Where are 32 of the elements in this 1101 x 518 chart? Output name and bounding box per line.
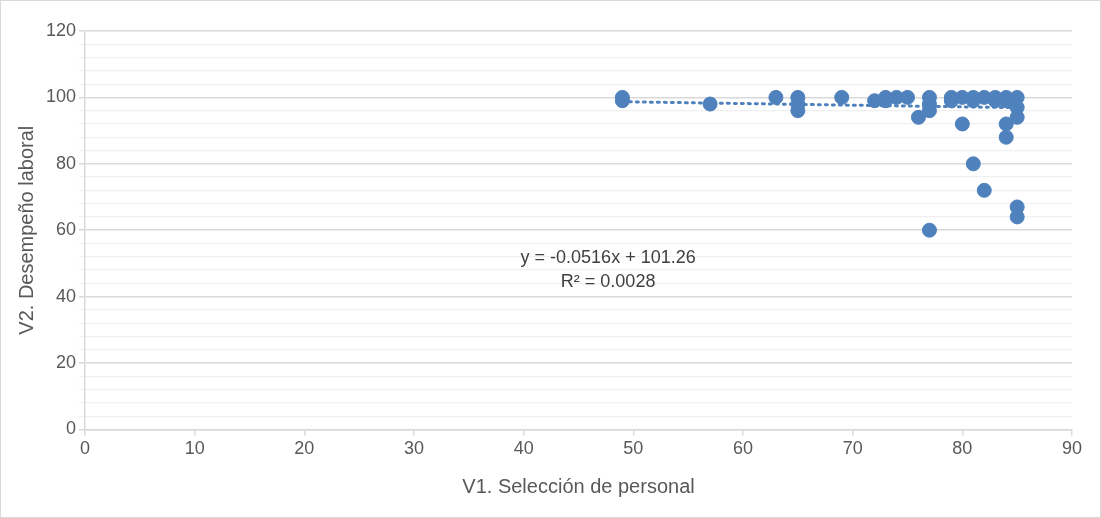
point — [702, 96, 718, 112]
y-tick-label: 120 — [45, 19, 77, 40]
x-tick-label: 30 — [404, 438, 425, 459]
x-tick-label: 20 — [294, 438, 315, 459]
x-tick-label: 80 — [952, 438, 973, 459]
annotation: y = -0.0516x + 101.26 — [520, 247, 696, 268]
x-tick-label: 70 — [842, 438, 863, 459]
point — [921, 222, 937, 238]
point — [976, 182, 992, 198]
point — [998, 129, 1014, 145]
x-tick-label: 60 — [733, 438, 754, 459]
y-tick-label: 40 — [56, 285, 77, 306]
y-tick-label: 20 — [56, 351, 77, 372]
x-tick-label: 50 — [623, 438, 644, 459]
x-tick-label: 90 — [1061, 438, 1083, 459]
point — [768, 89, 784, 105]
x-tick-label: 10 — [184, 438, 205, 459]
y-tick-label: 100 — [45, 86, 77, 107]
point — [998, 116, 1014, 132]
y-tick-label: 60 — [56, 219, 77, 240]
point — [954, 116, 970, 132]
x-axis-title: V1. Selección de personal — [462, 474, 695, 497]
y-tick-label: 80 — [56, 152, 77, 173]
x-tick-label: 40 — [513, 438, 534, 459]
annotation: R² = 0.0028 — [560, 271, 656, 292]
x-tick-label: 0 — [80, 438, 91, 459]
point — [965, 156, 981, 172]
y-tick-label: 0 — [66, 418, 77, 439]
point — [834, 89, 850, 105]
y-axis-title: V2. Desempeño laboral — [14, 125, 37, 335]
point — [900, 89, 916, 105]
point — [910, 109, 926, 125]
